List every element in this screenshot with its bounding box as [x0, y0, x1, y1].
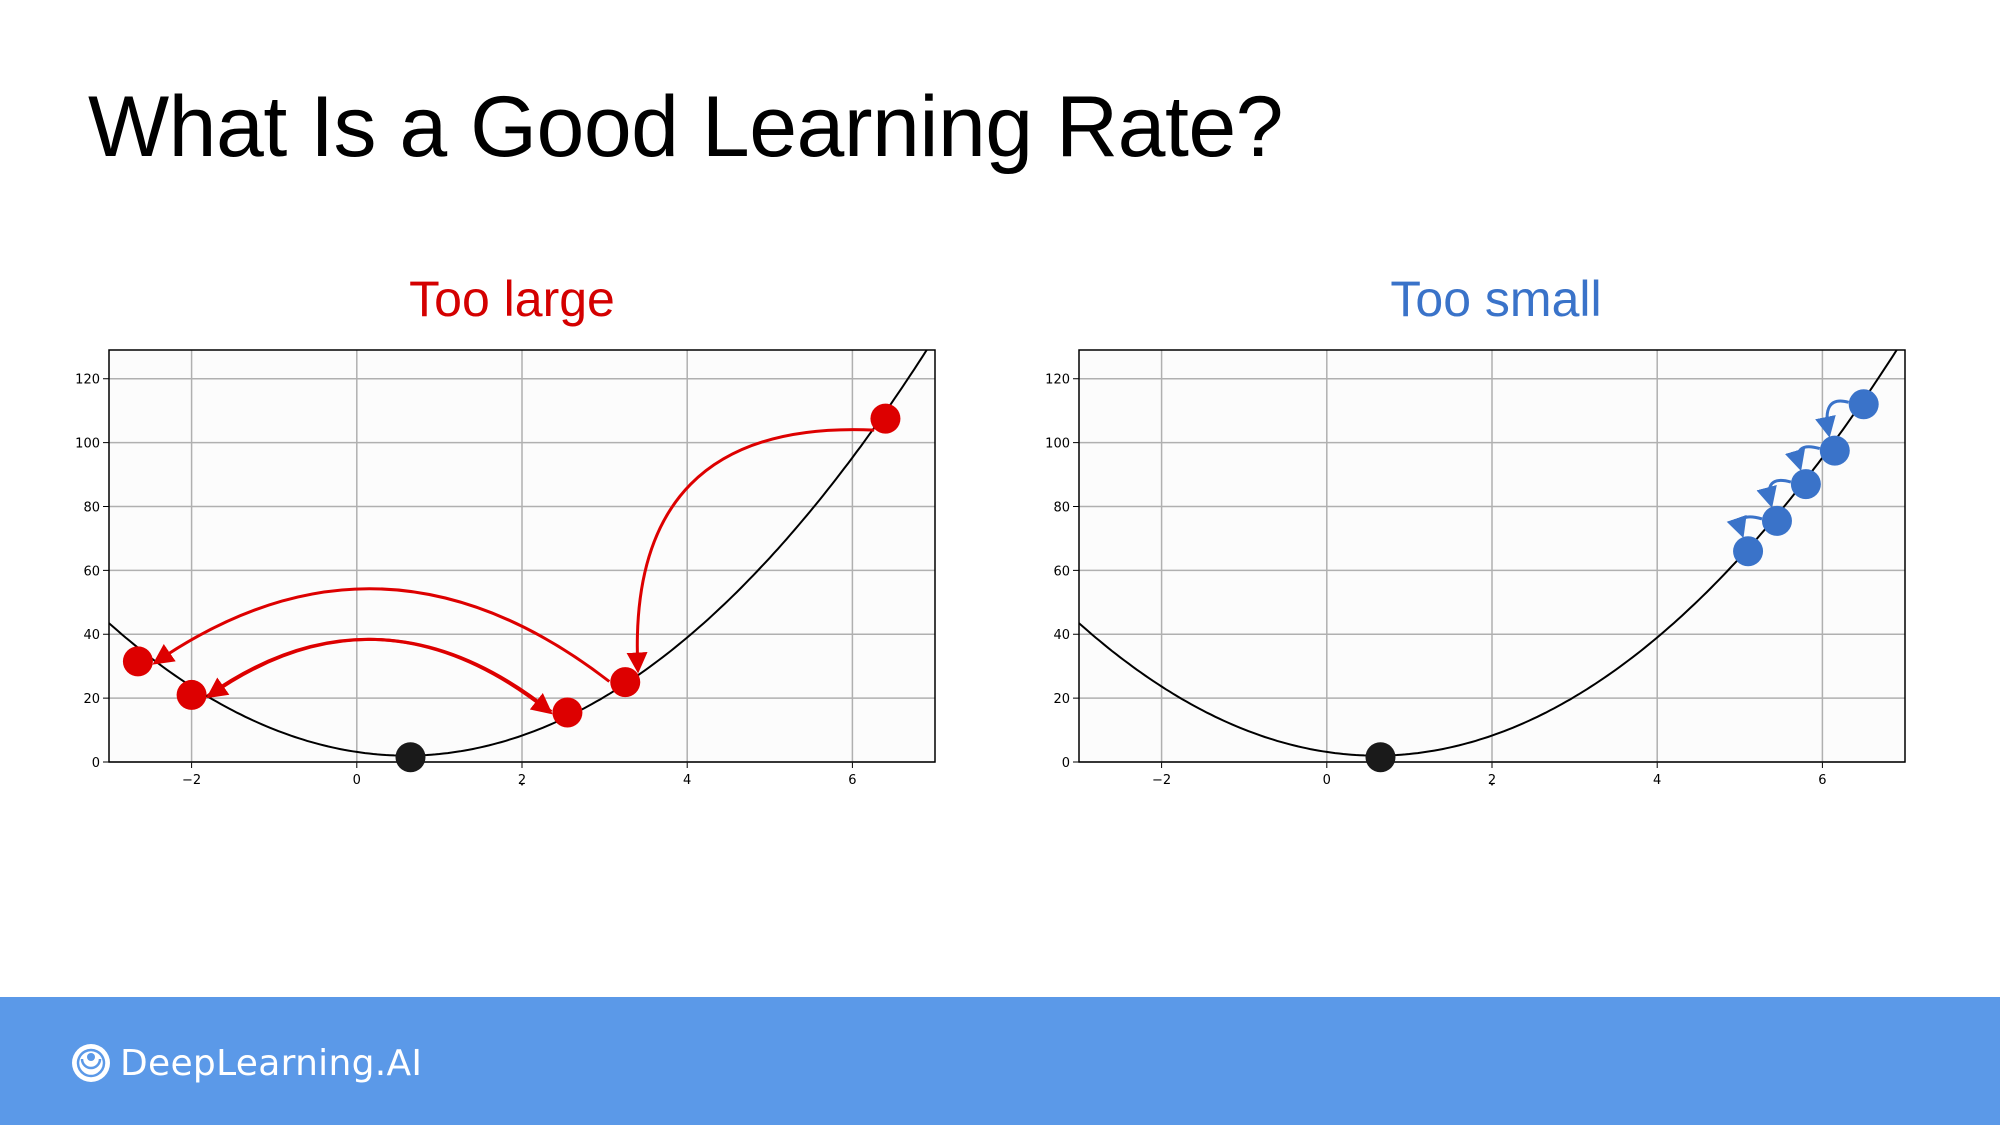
x-tick-label: 0 [1323, 773, 1331, 788]
step-point [1848, 389, 1879, 420]
y-tick-label: 60 [1053, 564, 1070, 579]
x-tick-label: 2 [518, 773, 526, 788]
x-tick-label: −2 [1152, 773, 1171, 788]
x-axis-label: ˇ [519, 783, 526, 798]
step-point [552, 697, 583, 728]
y-tick-label: 120 [75, 373, 100, 388]
x-tick-label: −2 [182, 773, 201, 788]
step-arrow [1726, 514, 1763, 539]
step-arrow [152, 587, 611, 683]
step-point [176, 679, 207, 710]
footer-bar [0, 997, 2000, 1125]
minimum-point [1365, 742, 1396, 773]
chart-title-too-small: Too small [1390, 271, 1602, 327]
minimum-point [395, 742, 426, 773]
y-tick-label: 0 [1062, 756, 1070, 771]
step-point [1761, 505, 1792, 536]
y-tick-label: 80 [83, 500, 100, 515]
slide-title: What Is a Good Learning Rate? [88, 79, 1284, 175]
step-point [122, 646, 153, 677]
brand-logo: DeepLearning.AI [70, 1040, 422, 1086]
step-arrow [1815, 399, 1850, 438]
step-arrow [1756, 478, 1792, 508]
step-arrow [1784, 445, 1821, 472]
x-tick-label: 6 [848, 773, 856, 788]
y-tick-label: 100 [75, 437, 100, 452]
x-axis-label: ˇ [1489, 783, 1496, 798]
plot-frame [1078, 349, 1906, 763]
y-tick-label: 120 [1045, 373, 1070, 388]
y-tick-label: 0 [92, 756, 100, 771]
y-tick-label: 60 [83, 564, 100, 579]
x-tick-label: 4 [1653, 773, 1661, 788]
step-point [610, 667, 641, 698]
step-point [870, 403, 901, 434]
step-point [1790, 469, 1821, 500]
x-tick-label: 4 [683, 773, 691, 788]
step-arrow [206, 637, 553, 715]
x-tick-label: 2 [1488, 773, 1496, 788]
step-point [1733, 536, 1764, 567]
y-tick-label: 80 [1053, 500, 1070, 515]
y-tick-label: 40 [83, 628, 100, 643]
step-point [1819, 435, 1850, 466]
chart-title-too-large: Too large [409, 271, 615, 327]
loss-curve [109, 350, 928, 757]
y-tick-label: 100 [1045, 437, 1070, 452]
step-arrow [626, 428, 875, 674]
x-tick-label: 0 [353, 773, 361, 788]
plot-frame [108, 349, 936, 763]
brand-name: DeepLearning.AI [120, 1042, 423, 1084]
y-tick-label: 20 [1053, 692, 1070, 707]
y-tick-label: 20 [83, 692, 100, 707]
x-tick-label: 6 [1818, 773, 1826, 788]
y-tick-label: 40 [1053, 628, 1070, 643]
deeplearning-ai-logo-icon [72, 1044, 110, 1082]
